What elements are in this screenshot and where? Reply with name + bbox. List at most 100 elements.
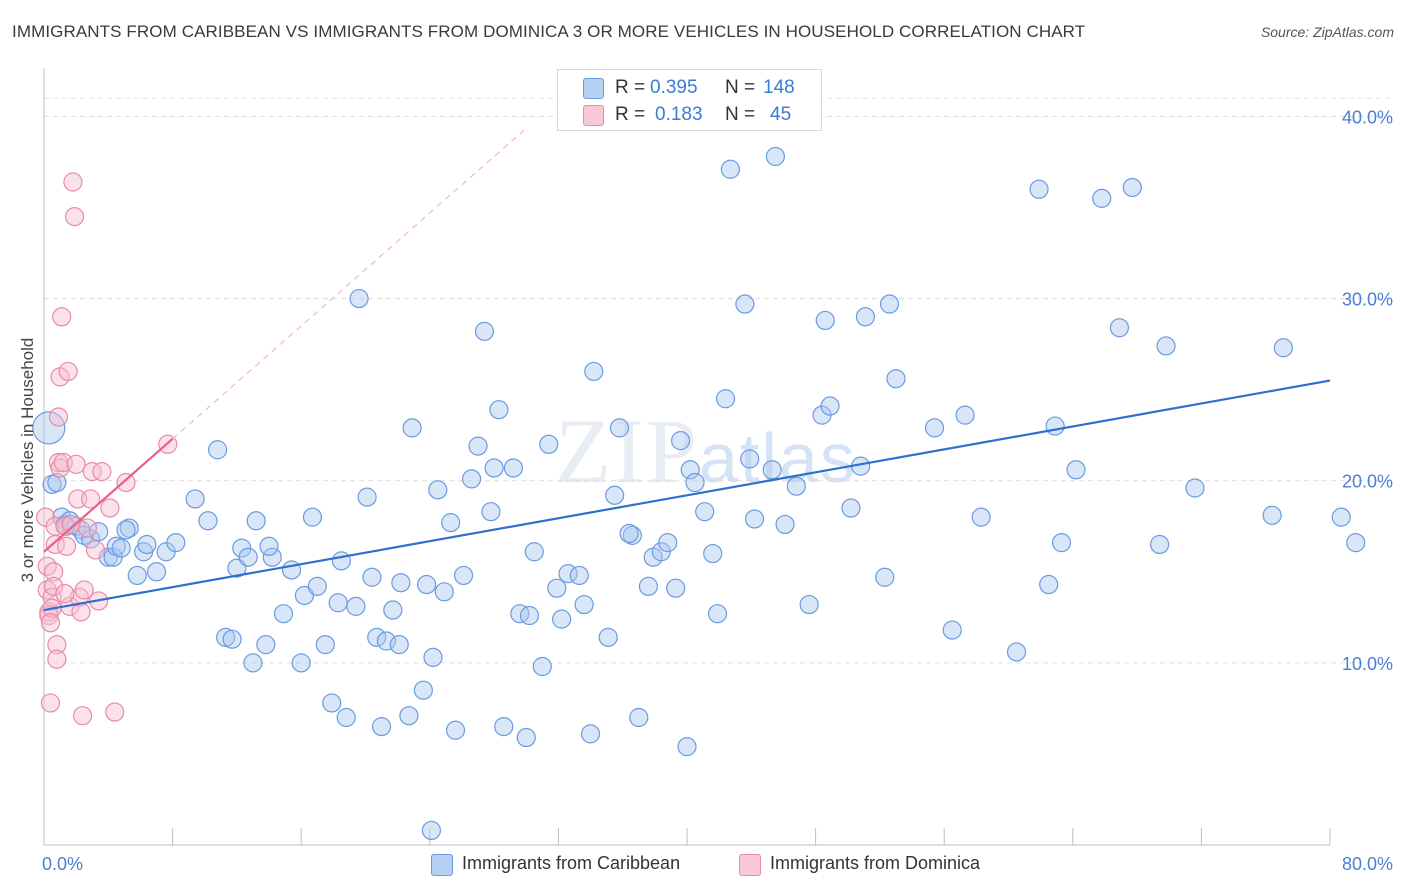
caribbean-point xyxy=(1045,416,1065,436)
caribbean-point xyxy=(532,656,552,677)
caribbean-point xyxy=(786,476,806,496)
caribbean-point xyxy=(715,389,736,409)
caribbean-point xyxy=(1109,318,1130,338)
caribbean-legend-swatch xyxy=(431,854,453,876)
caribbean-point xyxy=(222,629,242,649)
stats-box: R = 0.395 N = 148 R = 0.183 N = 45 xyxy=(557,69,822,131)
caribbean-point xyxy=(619,523,639,544)
dominica-point xyxy=(44,562,64,582)
dominica-point xyxy=(55,584,75,604)
caribbean-point xyxy=(494,717,514,737)
caribbean-point xyxy=(841,498,861,518)
caribbean-point xyxy=(855,307,876,327)
dominica-point xyxy=(82,462,102,482)
dominica-point xyxy=(63,172,83,192)
caribbean-point xyxy=(658,533,678,553)
dominica-point xyxy=(40,693,61,713)
y-tick-label: 30.0% xyxy=(1342,290,1393,310)
caribbean-point xyxy=(421,820,442,841)
caribbean-point xyxy=(243,653,263,673)
stats-row-caribbean: R = 0.395 N = 148 xyxy=(558,75,821,101)
caribbean-point xyxy=(971,507,991,527)
caribbean-point xyxy=(799,594,819,615)
caribbean-point xyxy=(775,514,795,535)
caribbean-point xyxy=(584,361,604,382)
caribbean-point xyxy=(1122,177,1142,198)
legend-item-dominica[interactable]: Immigrants from Dominica xyxy=(739,852,1039,876)
caribbean-point xyxy=(547,578,567,598)
x-tick-label: 80.0% xyxy=(1342,854,1393,874)
caribbean-point xyxy=(539,434,559,454)
n-label: N = xyxy=(725,77,756,98)
caribbean-point xyxy=(707,604,728,624)
caribbean-point xyxy=(441,513,461,533)
dominica-point xyxy=(72,706,93,726)
dominica-point xyxy=(100,498,120,518)
dominica-point xyxy=(56,536,77,556)
caribbean-point xyxy=(552,609,572,629)
y-tick-label: 40.0% xyxy=(1342,107,1393,127)
n-value: 148 xyxy=(763,77,795,98)
caribbean-point xyxy=(886,369,906,389)
dominica-point xyxy=(52,307,72,327)
caribbean-point xyxy=(677,737,697,757)
caribbean-point xyxy=(510,604,530,624)
caribbean-point xyxy=(569,565,589,586)
legend-label: Immigrants from Caribbean xyxy=(462,853,681,873)
caribbean-point xyxy=(47,472,67,493)
caribbean-point xyxy=(322,693,342,713)
caribbean-point xyxy=(924,418,945,438)
caribbean-point xyxy=(32,411,66,445)
caribbean-point xyxy=(685,472,705,493)
caribbean-point xyxy=(89,522,109,542)
caribbean-point xyxy=(208,440,228,460)
caribbean-point xyxy=(383,600,403,620)
caribbean-point xyxy=(638,576,659,596)
caribbean-point xyxy=(1331,507,1351,527)
series-dominica-points xyxy=(36,172,178,726)
gridlines xyxy=(44,97,1393,664)
caribbean-point xyxy=(111,538,131,558)
caribbean-point xyxy=(598,627,618,647)
x-tick-label: 0.0% xyxy=(42,854,83,874)
caribbean-point xyxy=(402,418,422,438)
caribbean-point xyxy=(146,562,167,582)
dominica-point xyxy=(61,514,81,535)
stats-row-dominica: R = 0.183 N = 45 xyxy=(558,102,821,128)
chart-title: IMMIGRANTS FROM CARIBBEAN VS IMMIGRANTS … xyxy=(12,22,1086,41)
caribbean-point xyxy=(137,534,157,555)
tick-labels: 10.0% 20.0% 30.0% 40.0% 0.0% 80.0% xyxy=(42,107,1393,874)
caribbean-point xyxy=(765,146,786,167)
caribbean-point xyxy=(695,502,715,522)
dominica-point xyxy=(85,540,106,560)
caribbean-point xyxy=(376,631,396,651)
dominica-point xyxy=(105,702,125,722)
caribbean-point xyxy=(216,627,236,647)
caribbean-point xyxy=(468,436,488,456)
y-tick-label: 20.0% xyxy=(1342,472,1393,492)
caribbean-point xyxy=(336,707,356,728)
y-axis-label: 3 or more Vehicles in Household xyxy=(18,337,37,583)
caribbean-point xyxy=(367,627,387,647)
n-label: N = xyxy=(725,104,756,125)
caribbean-point xyxy=(519,605,540,626)
r-label: R = xyxy=(615,77,646,98)
caribbean-point xyxy=(820,396,840,416)
dominica-legend-swatch xyxy=(739,854,761,876)
caribbean-swatch xyxy=(583,78,604,99)
caribbean-point xyxy=(1346,533,1366,553)
legend-item-caribbean[interactable]: Immigrants from Caribbean xyxy=(431,852,731,876)
caribbean-point xyxy=(291,653,311,673)
caribbean-point xyxy=(389,635,409,655)
caribbean-point xyxy=(516,727,536,748)
dominica-trend-extension xyxy=(172,127,527,440)
caribbean-point xyxy=(256,635,276,655)
caribbean-point xyxy=(116,520,136,540)
caribbean-point xyxy=(740,449,760,469)
dominica-point xyxy=(66,454,86,474)
caribbean-point xyxy=(875,567,895,587)
dominica-point xyxy=(81,489,101,509)
caribbean-point xyxy=(307,576,327,596)
caribbean-point xyxy=(524,542,544,562)
